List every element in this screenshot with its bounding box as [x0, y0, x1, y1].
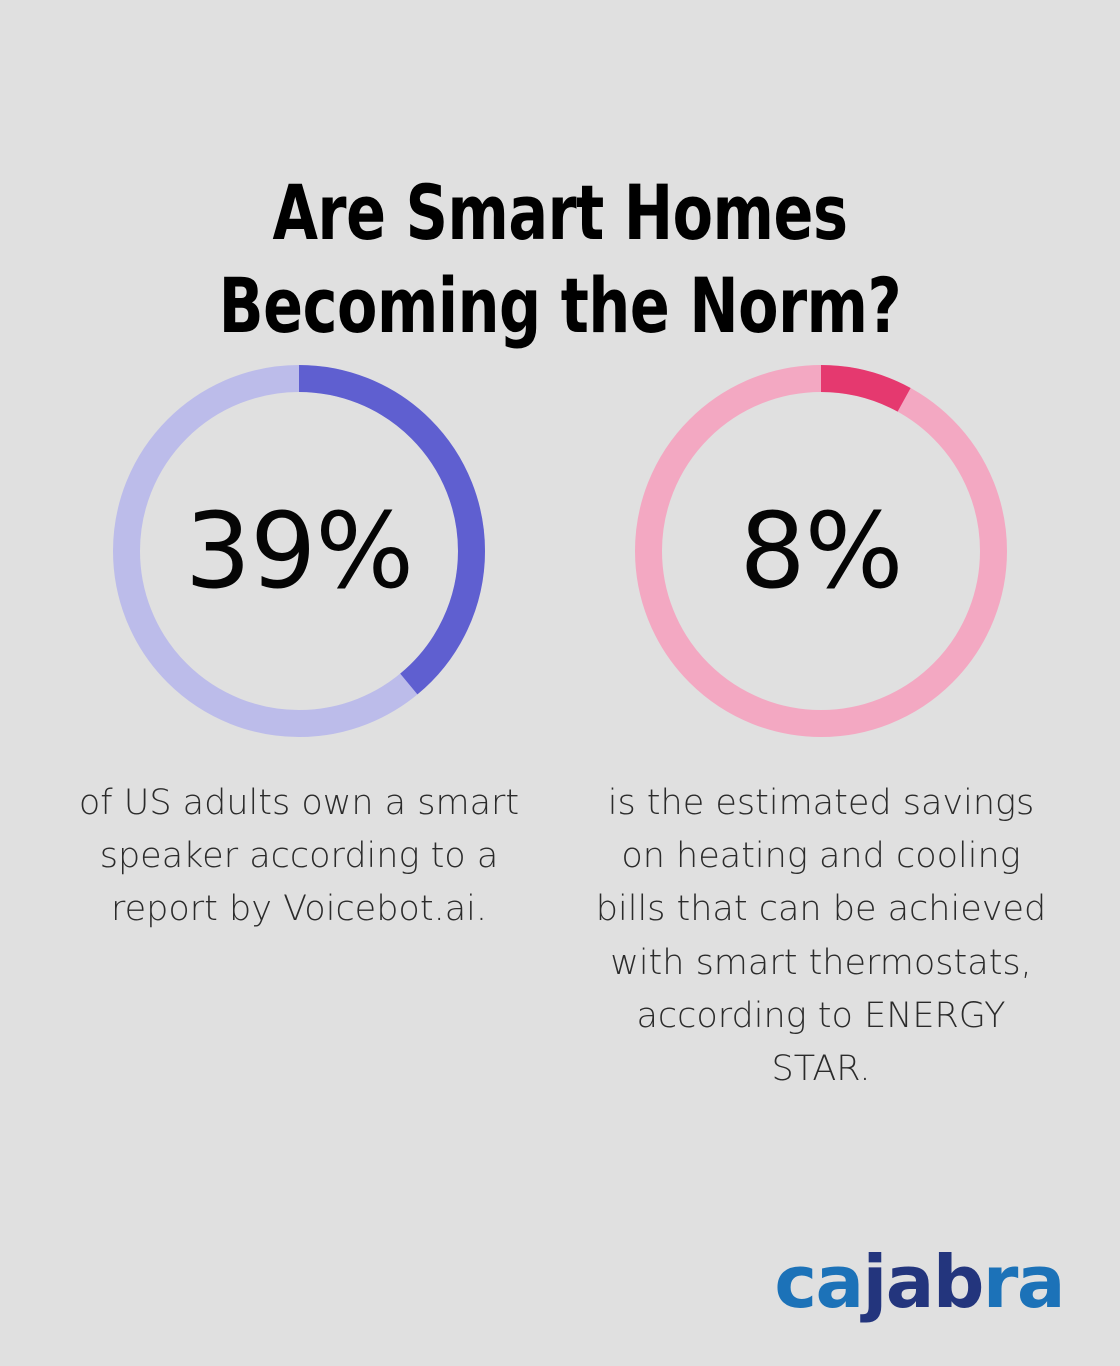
donut-arc-smart-speaker-ownership — [113, 365, 485, 737]
stat-caption-smart-speaker-ownership: of US adults own a smart speaker accordi… — [78, 783, 520, 930]
logo-segment-2: jab — [862, 1240, 985, 1324]
donut-svg-smart-speaker-ownership — [113, 365, 485, 737]
stat-caption-thermostat-savings: is the estimated savings on heating and … — [595, 783, 1047, 1089]
cajabra-logo: cajabra — [774, 1246, 1065, 1318]
stats-row: 39% of US adults own a smart speaker acc… — [0, 365, 1120, 1131]
page-title-line-2: Becoming the Norm? — [218, 260, 902, 350]
logo-segment-3: ra — [982, 1240, 1066, 1324]
donut-chart-smart-speaker-ownership: 39% — [113, 365, 485, 737]
donut-svg-thermostat-savings — [635, 365, 1007, 737]
donut-arc-thermostat-savings — [635, 365, 1007, 737]
page-title-line-1: Are Smart Homes — [272, 167, 848, 257]
donut-value-thermostat-savings: 8% — [739, 490, 904, 612]
donut-value-smart-speaker-ownership: 39% — [184, 490, 414, 612]
stat-thermostat-savings: 8% is the estimated savings on heating a… — [560, 365, 1082, 1131]
stat-smart-speaker-ownership: 39% of US adults own a smart speaker acc… — [38, 365, 560, 972]
donut-chart-thermostat-savings: 8% — [635, 365, 1007, 737]
page-title: Are Smart Homes Becoming the Norm? — [78, 167, 1041, 352]
logo-segment-1: ca — [774, 1240, 864, 1324]
